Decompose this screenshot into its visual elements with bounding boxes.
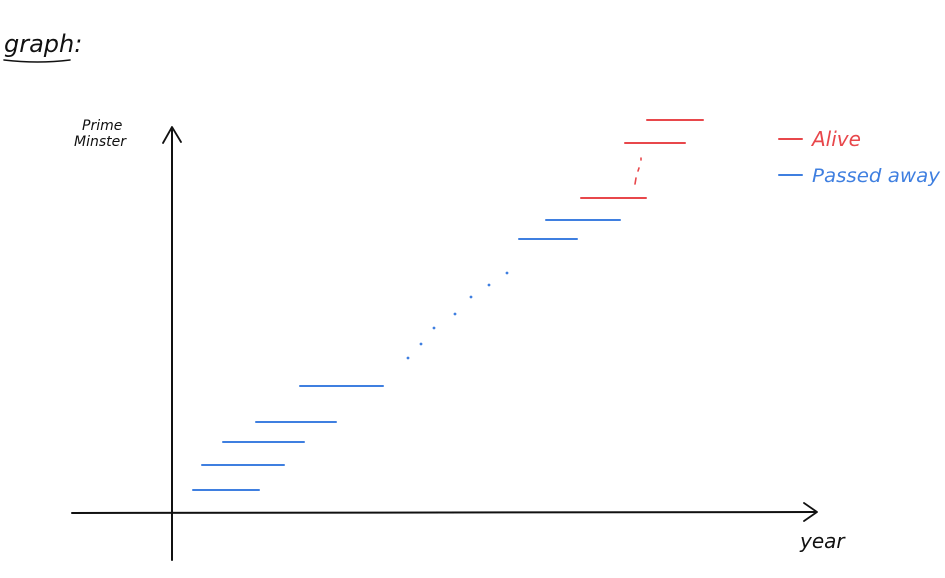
ellipsis-dot <box>637 167 640 172</box>
ellipsis-dot <box>419 342 423 346</box>
legend-passed-label: Passed away <box>812 165 941 187</box>
passed-away-segments-upper <box>518 219 621 240</box>
x-axis-label: year <box>799 529 846 553</box>
graph-heading: graph: <box>4 30 82 58</box>
alive-ellipsis-dots <box>634 157 642 185</box>
ellipsis-dot <box>634 177 637 185</box>
alive-segments <box>580 119 704 199</box>
passed-ellipsis-dots <box>406 271 509 360</box>
passed-away-segments <box>192 385 384 491</box>
ellipsis-dot <box>432 326 436 330</box>
legend: Alive Passed away <box>778 127 941 187</box>
ellipsis-dot <box>469 295 473 299</box>
ellipsis-dot <box>505 271 509 275</box>
ellipsis-dot <box>453 312 457 316</box>
y-axis <box>162 126 182 561</box>
x-axis <box>71 502 818 522</box>
ellipsis-dot <box>487 283 491 287</box>
legend-alive-label: Alive <box>810 127 861 151</box>
y-axis-label: Prime Minster <box>74 118 127 150</box>
graph-heading-underline <box>3 59 71 63</box>
ellipsis-dot <box>406 356 410 360</box>
